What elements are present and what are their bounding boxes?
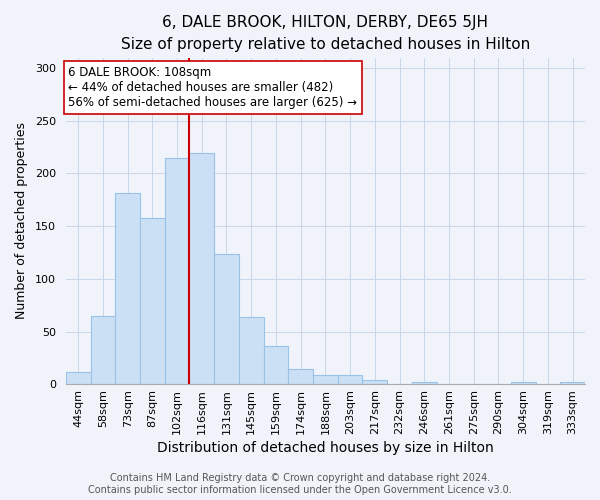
- Bar: [511, 382, 536, 384]
- Bar: [190, 154, 214, 384]
- Y-axis label: Number of detached properties: Number of detached properties: [15, 122, 28, 320]
- Bar: [239, 317, 263, 384]
- Bar: [164, 158, 190, 384]
- Bar: [140, 218, 164, 384]
- Bar: [263, 346, 289, 384]
- Text: Contains HM Land Registry data © Crown copyright and database right 2024.
Contai: Contains HM Land Registry data © Crown c…: [88, 474, 512, 495]
- Bar: [313, 374, 338, 384]
- Bar: [115, 194, 140, 384]
- Bar: [289, 370, 313, 384]
- Bar: [91, 316, 115, 384]
- Bar: [412, 382, 437, 384]
- Bar: [214, 254, 239, 384]
- Bar: [338, 374, 362, 384]
- Bar: [66, 372, 91, 384]
- Text: 6 DALE BROOK: 108sqm
← 44% of detached houses are smaller (482)
56% of semi-deta: 6 DALE BROOK: 108sqm ← 44% of detached h…: [68, 66, 357, 109]
- X-axis label: Distribution of detached houses by size in Hilton: Distribution of detached houses by size …: [157, 441, 494, 455]
- Bar: [362, 380, 387, 384]
- Title: 6, DALE BROOK, HILTON, DERBY, DE65 5JH
Size of property relative to detached hou: 6, DALE BROOK, HILTON, DERBY, DE65 5JH S…: [121, 15, 530, 52]
- Bar: [560, 382, 585, 384]
